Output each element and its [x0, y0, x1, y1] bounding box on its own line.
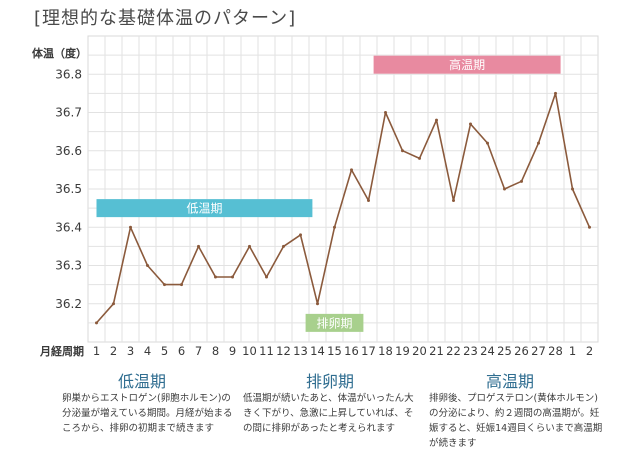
data-point — [588, 225, 591, 229]
data-point — [163, 283, 166, 287]
x-tick-label: 12 — [276, 344, 291, 358]
x-tick-label: 24 — [480, 344, 495, 358]
data-point — [282, 244, 285, 248]
x-tick-label: 10 — [242, 344, 257, 358]
data-point — [180, 283, 183, 287]
x-tick-label: 22 — [446, 344, 461, 358]
x-tick-label: 23 — [463, 344, 478, 358]
phase-title-ovulation: 排卵期 — [306, 372, 355, 391]
data-point — [537, 141, 540, 145]
data-point — [95, 321, 98, 325]
x-tick-label: 21 — [429, 344, 444, 358]
y-tick-label: 36.8 — [55, 67, 82, 81]
data-point — [554, 91, 557, 95]
x-tick-label: 16 — [344, 344, 359, 358]
data-point — [231, 275, 234, 279]
phase-band-label: 高温期 — [449, 57, 485, 72]
data-point — [350, 168, 353, 172]
y-tick-label: 36.3 — [55, 259, 82, 273]
data-point — [469, 122, 472, 126]
data-point — [214, 275, 217, 279]
x-axis-label: 月経周期 — [39, 344, 84, 358]
x-tick-label: 19 — [395, 344, 410, 358]
phase-desc-high: 排卵後、プロゲステロン(黄体ホルモン)の分泌により、約２週間の高温期が。妊娠する… — [429, 393, 603, 449]
phase-band-label: 低温期 — [186, 202, 222, 216]
data-point — [316, 302, 319, 306]
x-tick-label: 15 — [327, 344, 342, 358]
x-tick-label: 4 — [144, 344, 151, 358]
y-tick-label: 36.6 — [55, 144, 82, 158]
y-tick-label: 36.4 — [55, 220, 82, 234]
data-point — [248, 244, 251, 248]
phase-band — [305, 313, 364, 332]
temperature-line — [95, 92, 591, 324]
x-tick-label: 13 — [293, 344, 308, 358]
data-point — [367, 198, 370, 202]
y-axis-label: 体温（度） — [32, 46, 87, 60]
x-tick-label: 3 — [127, 344, 134, 358]
x-tick-label: 17 — [361, 344, 376, 358]
data-point — [384, 111, 387, 114]
phase-desc-ovulation: 低温期が続いたあと、体温がいったん大きく下がり、急激に上昇していれば、その間に排… — [243, 393, 414, 434]
data-point — [435, 118, 438, 122]
x-tick-label: 6 — [178, 344, 185, 358]
data-point — [299, 233, 302, 237]
x-tick-label: 14 — [310, 344, 325, 358]
data-point — [520, 179, 523, 183]
x-tick-label: 25 — [497, 344, 512, 358]
x-tick-label: 9 — [229, 344, 236, 358]
y-tick-label: 36.7 — [55, 106, 82, 120]
x-tick-label: 18 — [378, 344, 393, 358]
x-tick-label: 8 — [212, 344, 219, 358]
data-point — [418, 156, 421, 160]
data-point — [265, 275, 268, 279]
data-point — [146, 264, 149, 267]
x-tick-label: 20 — [412, 344, 427, 358]
phase-title-high: 高温期 — [486, 372, 535, 391]
data-point — [112, 302, 115, 306]
x-tick-label: 27 — [531, 344, 546, 358]
x-tick-label: 2 — [110, 344, 117, 358]
phase-band — [96, 199, 313, 218]
data-point — [503, 187, 506, 191]
data-point — [129, 225, 132, 229]
data-point — [333, 225, 336, 229]
x-tick-label: 11 — [259, 344, 274, 358]
phase-band-label: 排卵期 — [316, 316, 352, 330]
data-point — [571, 187, 574, 191]
data-point — [401, 149, 404, 153]
phase-desc-low: 卵巣からエストロゲン(卵胞ホルモン)の分泌量が増えている期間。月経が始まるころか… — [62, 393, 233, 434]
x-tick-label: 1 — [93, 344, 100, 358]
y-tick-label: 36.5 — [55, 182, 82, 196]
x-tick-label: 2 — [586, 344, 593, 358]
x-tick-label: 7 — [195, 344, 202, 358]
x-tick-label: 1 — [569, 344, 576, 358]
data-point — [197, 244, 200, 248]
data-point — [486, 141, 489, 145]
x-tick-label: 26 — [514, 344, 529, 358]
y-tick-label: 36.2 — [55, 297, 82, 311]
page-title: [理想的な基礎体温のパターン] — [34, 8, 297, 29]
data-point — [452, 198, 455, 202]
x-tick-label: 28 — [548, 344, 563, 358]
phase-title-low: 低温期 — [118, 372, 167, 391]
x-tick-label: 5 — [161, 344, 168, 358]
phase-band — [373, 55, 561, 74]
